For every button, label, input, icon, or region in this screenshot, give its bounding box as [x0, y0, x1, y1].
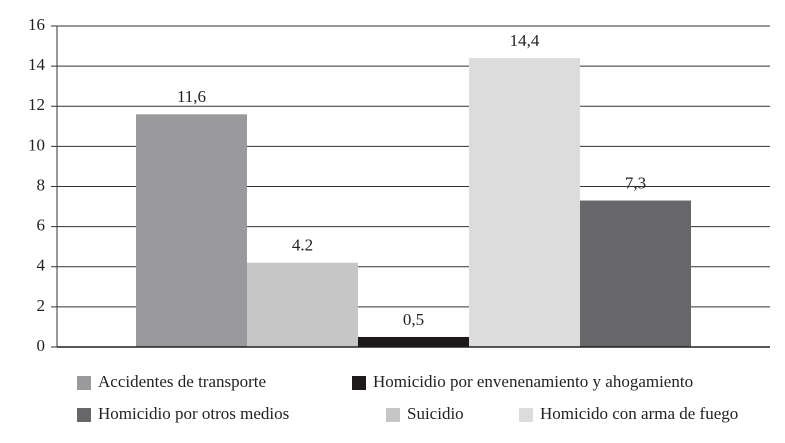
- legend-label: Homicido con arma de fuego: [540, 404, 738, 423]
- legend-label: Accidentes de transporte: [98, 372, 266, 391]
- y-tick-label: 6: [37, 216, 46, 235]
- legend-swatch: [77, 408, 91, 422]
- bar: [580, 200, 691, 347]
- y-tick-label: 0: [37, 336, 46, 355]
- bar: [469, 58, 580, 347]
- y-tick-label: 16: [28, 15, 45, 34]
- value-label: 14,4: [510, 31, 540, 50]
- legend-swatch: [352, 376, 366, 390]
- value-label: 7,3: [625, 173, 646, 192]
- value-label: 11,6: [177, 87, 206, 106]
- y-tick-label: 2: [37, 296, 46, 315]
- legend-label: Suicidio: [407, 404, 464, 423]
- y-tick-label: 14: [28, 55, 46, 74]
- legend-swatch: [77, 376, 91, 390]
- legend-label: Homicidio por envenenamiento y ahogamien…: [373, 372, 693, 391]
- bar: [136, 114, 247, 348]
- bar: [358, 336, 469, 347]
- y-tick-label: 4: [37, 256, 46, 275]
- legend-swatch: [519, 408, 533, 422]
- value-label: 4.2: [292, 236, 313, 255]
- legend-label: Homicidio por otros medios: [98, 404, 289, 423]
- value-label: 0,5: [403, 310, 424, 329]
- y-tick-label: 12: [28, 95, 45, 114]
- y-tick-label: 10: [28, 135, 45, 154]
- legend-swatch: [386, 408, 400, 422]
- y-tick-label: 8: [37, 175, 46, 194]
- bar: [247, 262, 358, 347]
